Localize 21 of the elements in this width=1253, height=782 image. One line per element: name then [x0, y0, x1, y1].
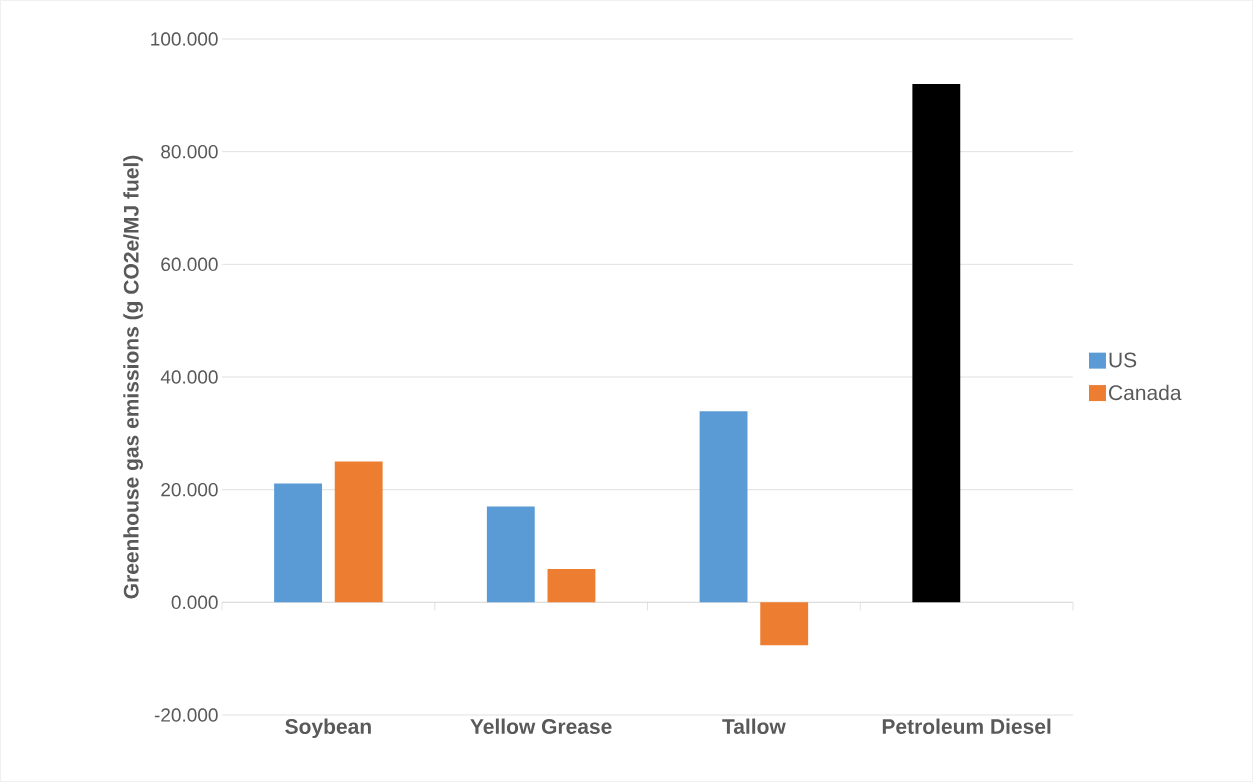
x-tick-label: Yellow Grease [470, 718, 612, 734]
bar [699, 411, 748, 603]
legend-label: Canada [1109, 384, 1182, 401]
y-tick-label: 20.000 [161, 482, 218, 497]
bar [547, 569, 596, 603]
x-tick-label: Soybean [285, 718, 371, 739]
y-tick-label: 40.000 [160, 370, 218, 384]
y-tick-label: 100.000 [151, 32, 218, 46]
bar [274, 483, 322, 603]
y-axis-title: Greenhouse gas emissions (g CO2e/MJ fuel) [123, 155, 143, 599]
x-tick-label: Petroleum Diesel [882, 718, 1051, 734]
y-tick-label: -20.000 [154, 708, 218, 722]
y-tick-label: 60.000 [161, 257, 218, 272]
y-tick-label: 80.000 [161, 144, 218, 159]
x-tick-label: Tallow [722, 718, 786, 734]
bar [334, 461, 383, 603]
bar [760, 602, 809, 646]
legend-label: US [1109, 352, 1137, 368]
bar [912, 84, 961, 603]
bar [486, 506, 535, 603]
y-tick-label: 0.000 [171, 595, 218, 610]
